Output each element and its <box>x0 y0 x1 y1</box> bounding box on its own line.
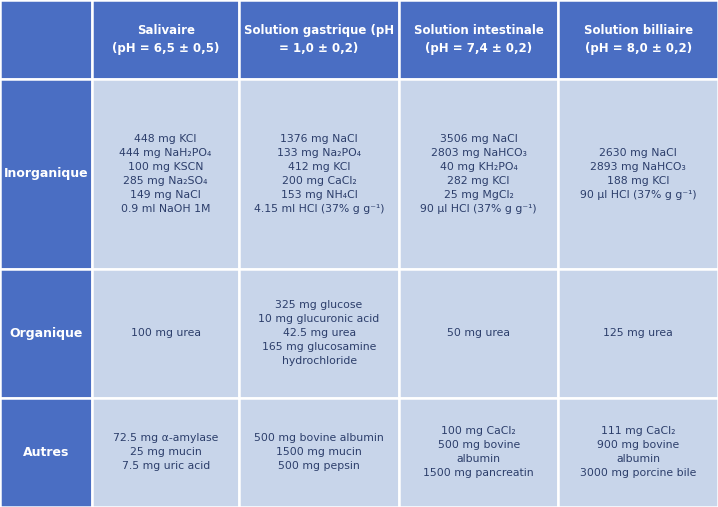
Bar <box>0 398 92 507</box>
Text: 500 mg bovine albumin
1500 mg mucin
500 mg pepsin: 500 mg bovine albumin 1500 mg mucin 500 … <box>254 433 384 472</box>
Bar <box>239 269 399 398</box>
Text: 1376 mg NaCl
133 mg Na₂PO₄
412 mg KCl
200 mg CaCl₂
153 mg NH₄Cl
4.15 ml HCl (37%: 1376 mg NaCl 133 mg Na₂PO₄ 412 mg KCl 20… <box>254 134 384 213</box>
Text: 3506 mg NaCl
2803 mg NaHCO₃
40 mg KH₂PO₄
282 mg KCl
25 mg MgCl₂
90 µl HCl (37% g: 3506 mg NaCl 2803 mg NaHCO₃ 40 mg KH₂PO₄… <box>420 134 537 213</box>
Text: 448 mg KCl
444 mg NaH₂PO₄
100 mg KSCN
285 mg Na₂SO₄
149 mg NaCl
0.9 ml NaOH 1M: 448 mg KCl 444 mg NaH₂PO₄ 100 mg KSCN 28… <box>119 134 212 213</box>
Text: Solution intestinale
(pH = 7,4 ± 0,2): Solution intestinale (pH = 7,4 ± 0,2) <box>414 24 544 55</box>
Text: 50 mg urea: 50 mg urea <box>447 329 510 338</box>
Text: Solution gastrique (pH
= 1,0 ± 0,2): Solution gastrique (pH = 1,0 ± 0,2) <box>244 24 394 55</box>
Text: 72.5 mg α-amylase
25 mg mucin
7.5 mg uric acid: 72.5 mg α-amylase 25 mg mucin 7.5 mg uri… <box>113 433 218 472</box>
Bar <box>92 0 239 79</box>
Bar <box>399 269 559 398</box>
Bar <box>399 398 559 507</box>
Text: 2630 mg NaCl
2893 mg NaHCO₃
188 mg KCl
90 µl HCl (37% g g⁻¹): 2630 mg NaCl 2893 mg NaHCO₃ 188 mg KCl 9… <box>580 148 696 200</box>
Bar <box>239 398 399 507</box>
Text: Solution billiaire
(pH = 8,0 ± 0,2): Solution billiaire (pH = 8,0 ± 0,2) <box>584 24 693 55</box>
Text: 100 mg urea: 100 mg urea <box>131 329 200 338</box>
Text: 125 mg urea: 125 mg urea <box>603 329 673 338</box>
Bar <box>92 269 239 398</box>
Bar <box>92 398 239 507</box>
Bar <box>0 79 92 269</box>
Text: 325 mg glucose
10 mg glucuronic acid
42.5 mg urea
165 mg glucosamine
hydrochlori: 325 mg glucose 10 mg glucuronic acid 42.… <box>258 300 380 367</box>
Text: Salivaire
(pH = 6,5 ± 0,5): Salivaire (pH = 6,5 ± 0,5) <box>112 24 220 55</box>
Bar <box>239 0 399 79</box>
Bar <box>399 0 559 79</box>
Text: Inorganique: Inorganique <box>4 167 88 180</box>
Bar <box>559 269 718 398</box>
Bar <box>559 398 718 507</box>
Text: Organique: Organique <box>9 327 83 340</box>
Bar <box>559 79 718 269</box>
Bar <box>399 79 559 269</box>
Text: 111 mg CaCl₂
900 mg bovine
albumin
3000 mg porcine bile: 111 mg CaCl₂ 900 mg bovine albumin 3000 … <box>580 426 696 479</box>
Bar <box>0 269 92 398</box>
Text: 100 mg CaCl₂
500 mg bovine
albumin
1500 mg pancreatin: 100 mg CaCl₂ 500 mg bovine albumin 1500 … <box>424 426 534 479</box>
Bar <box>0 0 92 79</box>
Text: Autres: Autres <box>23 446 69 459</box>
Bar <box>239 79 399 269</box>
Bar <box>559 0 718 79</box>
Bar <box>92 79 239 269</box>
